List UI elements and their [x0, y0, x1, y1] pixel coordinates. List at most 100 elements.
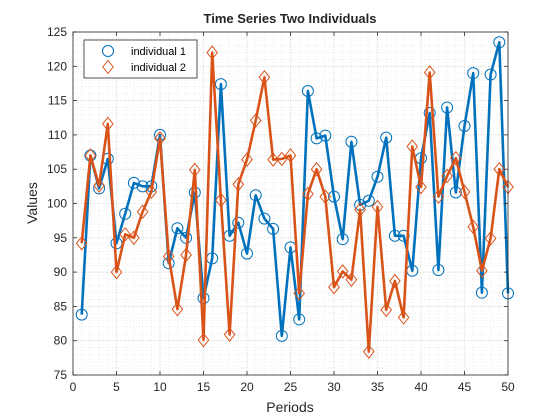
data-point [136, 180, 149, 193]
data-point [310, 132, 323, 145]
x-tick-label: 35 [371, 380, 385, 394]
data-point [284, 148, 297, 163]
y-tick-label: 80 [54, 334, 68, 348]
data-point [241, 247, 253, 260]
data-point [415, 179, 427, 195]
data-point [258, 212, 271, 225]
data-point [458, 119, 471, 132]
data-point [154, 131, 166, 146]
data-point [475, 286, 488, 299]
legend-label: individual 2 [131, 62, 186, 74]
chart-title: Time Series Two Individuals [204, 11, 377, 26]
data-point [423, 106, 436, 119]
data-point [275, 329, 288, 342]
data-point [362, 194, 375, 207]
data-point [449, 186, 462, 199]
x-axis-label: Periods [266, 399, 313, 415]
data-point [171, 222, 184, 235]
data-point [128, 230, 140, 246]
data-point [101, 116, 114, 132]
data-point [188, 162, 201, 178]
data-point [484, 231, 497, 246]
data-point [493, 36, 506, 49]
series-line [80, 51, 510, 353]
data-point [458, 184, 471, 200]
x-tick-label: 30 [327, 380, 341, 394]
data-point [310, 161, 323, 177]
tick-labels: 0 5 10 15 20 25 30 35 40 45 50 75 80 85 90 95 100 105 110 1… [47, 25, 515, 394]
data-point [171, 301, 184, 317]
data-point [119, 207, 132, 220]
y-tick-label: 90 [54, 265, 68, 279]
data-point [267, 152, 279, 167]
data-point [162, 249, 175, 264]
data-point [406, 139, 419, 154]
data-point [449, 150, 462, 166]
y-tick-label: 115 [48, 94, 67, 108]
data-point [380, 131, 393, 144]
x-tick-label: 45 [458, 380, 472, 394]
legend: individual 1 individual 2 [83, 39, 198, 79]
x-tick-label: 15 [197, 380, 211, 394]
data-point [136, 204, 149, 220]
data-point [206, 45, 219, 60]
data-point [249, 113, 262, 128]
x-tick-label: 50 [501, 380, 515, 394]
axis-ticks [72, 31, 509, 376]
data-point [319, 189, 332, 204]
data-point [484, 68, 497, 81]
data-point [301, 84, 314, 97]
data-point [267, 222, 280, 235]
data-point [432, 189, 445, 204]
y-tick-label: 110 [48, 128, 67, 142]
data-point [388, 229, 401, 242]
data-point [302, 186, 314, 202]
data-point [328, 279, 340, 295]
data-point [371, 199, 384, 215]
x-tick-label: 10 [153, 380, 167, 394]
data-point [432, 264, 445, 277]
data-point [145, 184, 158, 200]
data-point [232, 176, 245, 192]
data-point [110, 264, 123, 280]
x-tick-label: 0 [70, 380, 77, 394]
x-tick-label: 25 [284, 380, 298, 394]
data-point [75, 308, 88, 321]
data-point [319, 129, 332, 142]
data-point [223, 327, 236, 342]
legend-marker [102, 45, 114, 57]
data-point [389, 273, 401, 289]
data-point [180, 247, 192, 263]
y-axis-label: Values [24, 182, 40, 224]
data-point [127, 176, 140, 189]
y-tick-label: 125 [47, 25, 67, 39]
data-point [249, 189, 262, 202]
data-point [397, 310, 410, 325]
data-point [336, 264, 349, 279]
data-point [215, 192, 227, 208]
legend-box [83, 39, 198, 79]
data-point [93, 178, 105, 193]
data-point [293, 286, 306, 301]
data-point [336, 233, 349, 246]
x-tick-label: 40 [414, 380, 428, 394]
data-point [345, 272, 358, 287]
data-point [232, 216, 245, 229]
series-layer [75, 36, 514, 359]
data-point [493, 161, 506, 177]
y-tick-label: 120 [47, 59, 67, 73]
data-point [441, 168, 453, 184]
data-point [371, 170, 384, 183]
data-point [354, 202, 366, 217]
data-point [380, 302, 393, 318]
y-tick-label: 100 [47, 197, 67, 211]
data-point [467, 219, 480, 235]
data-point [75, 235, 88, 251]
data-point [214, 78, 227, 91]
x-tick-label: 20 [240, 380, 254, 394]
data-point [397, 229, 410, 242]
data-point [84, 148, 97, 163]
data-point [197, 332, 210, 348]
x-tick-label: 5 [113, 380, 120, 394]
